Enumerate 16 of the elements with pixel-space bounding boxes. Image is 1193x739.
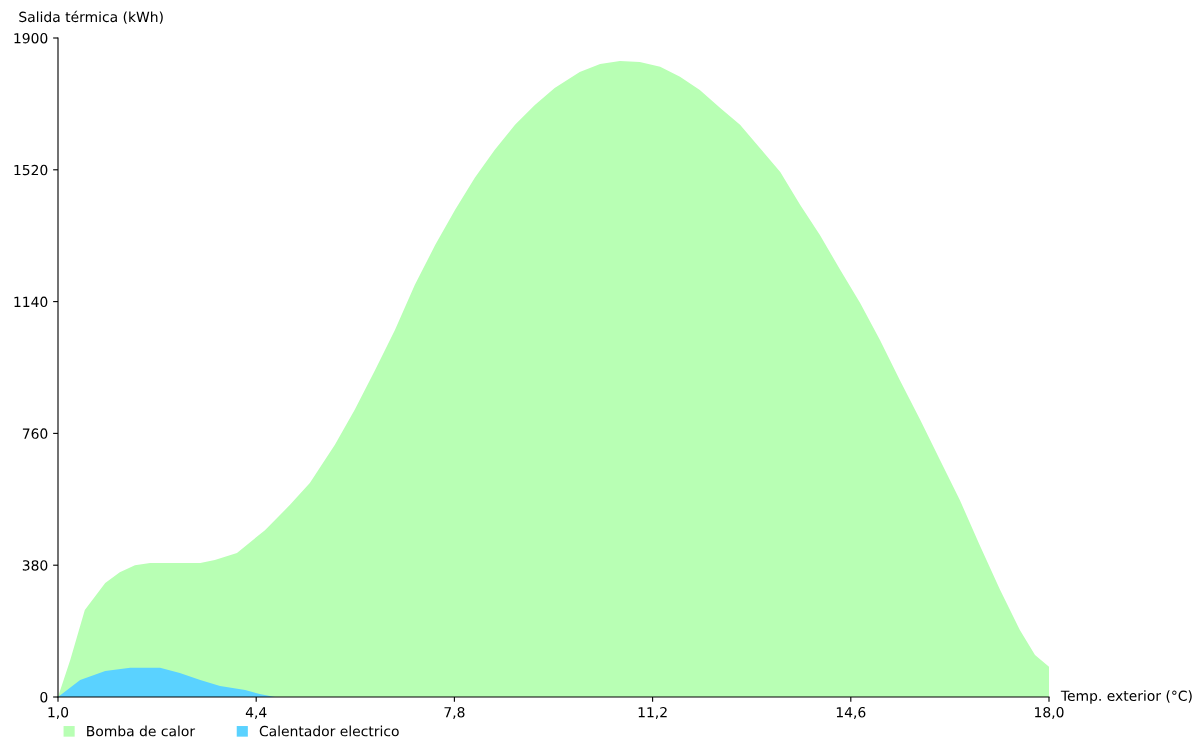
x-tick-label: 7,8 [444, 706, 465, 719]
y-tick-label: 1520 [14, 164, 48, 176]
y-tick-label: 760 [22, 428, 48, 439]
legend-label: Bomba de calor [87, 725, 196, 737]
x-tick-label: 18,0 [1035, 706, 1064, 719]
y-tick-label: 1140 [14, 296, 48, 308]
legend-label: Calentador electrico [259, 725, 399, 737]
x-tick-label: 1,0 [48, 706, 69, 719]
y-tick-label: 1900 [14, 32, 48, 44]
x-tick-label: 4,4 [245, 707, 267, 719]
y-tick-label: 0 [40, 691, 48, 703]
x-axis-title: Temp. exterior (°C) [1060, 690, 1192, 704]
x-tick-label: 11,2 [638, 706, 667, 719]
y-tick-label: 380 [22, 560, 48, 571]
x-tick-label: 14,6 [836, 706, 866, 719]
y-axis-title: Salida térmica (kWh) [19, 10, 163, 24]
